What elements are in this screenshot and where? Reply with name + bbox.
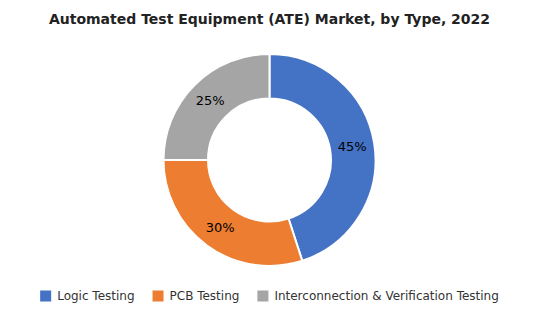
legend-swatch [153,291,164,302]
data-label: 25% [196,93,225,108]
data-labels: 45% 30% 25% [196,93,367,235]
slice [164,54,270,160]
slice [164,160,303,266]
legend-label: Interconnection & Verification Testing [274,289,498,303]
title: Automated Test Equipment (ATE) Market, b… [49,11,490,27]
legend-label: Logic Testing [57,289,134,303]
legend-swatch [257,291,268,302]
slices [164,54,376,266]
legend: Logic Testing PCB Testing Interconnection … [40,289,499,303]
legend-swatch [40,291,51,302]
chart: Automated Test Equipment (ATE) Market, b… [0,0,539,316]
data-label: 45% [338,139,367,154]
data-label: 30% [206,220,235,235]
legend-label: PCB Testing [170,289,240,303]
